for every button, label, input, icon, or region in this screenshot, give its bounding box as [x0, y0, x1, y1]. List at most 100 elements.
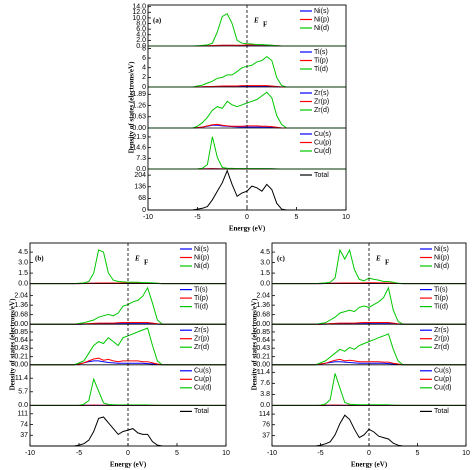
y-tick-label: 0.21 [256, 354, 270, 361]
dos-line [148, 91, 346, 129]
legend-label: Total [314, 172, 329, 179]
y-tick-label: 37 [20, 432, 28, 439]
y-tick-label: 11.4 [257, 369, 270, 376]
fermi-subscript: F [385, 259, 389, 267]
legend-label: Zr(d) [194, 344, 209, 351]
legend-label: Ti(p) [434, 295, 448, 302]
y-axis-label: Density of states (electrons/eV) [128, 61, 136, 153]
dos-line [30, 249, 226, 285]
legend-label: Ti(p) [314, 57, 328, 64]
fermi-label: E [253, 17, 259, 25]
x-tick-label: 10 [462, 450, 470, 457]
dos-line [272, 333, 466, 366]
y-tick-label: 1.36 [14, 302, 28, 309]
dos-line [272, 414, 466, 447]
x-tick-label: 0 [245, 214, 249, 221]
y-tick-label: 0.0 [260, 280, 270, 287]
y-tick-label: 3.0 [18, 259, 28, 266]
x-tick-label: -10 [25, 450, 35, 457]
dos-line [30, 416, 226, 447]
y-axis-label: Density of states (electrons/eV) [251, 298, 259, 390]
y-tick-label: 0.68 [256, 312, 270, 319]
dos-line [272, 358, 466, 366]
legend-label: Ni(p) [434, 254, 449, 261]
y-tick-label: 111 [17, 411, 28, 418]
y-tick-label: 2.04 [256, 292, 270, 299]
y-tick-label: 8 [142, 45, 146, 52]
y-tick-label: 8.0 [136, 20, 146, 27]
legend-label: Cu(p) [314, 139, 332, 146]
legend-label: Ni(d) [194, 263, 209, 270]
legend-label: Ti(s) [314, 49, 328, 56]
legend-label: Cu(d) [194, 385, 212, 392]
y-tick-label: 12.0 [132, 9, 146, 16]
y-tick-label: 0.0 [136, 166, 146, 173]
y-tick-label: 0.68 [14, 312, 28, 319]
dos-line [148, 169, 346, 211]
y-tick-label: 0.00 [256, 321, 270, 328]
fermi-label: E [375, 255, 381, 263]
legend-label: Zr(s) [434, 327, 449, 334]
y-tick-label: 0.0 [18, 280, 28, 287]
y-tick-label: 4.5 [260, 249, 270, 256]
panel-label: (b) [35, 255, 44, 263]
y-tick-label: 0.21 [14, 354, 28, 361]
x-axis-label: Energy (eV) [229, 225, 266, 233]
legend-label: Ni(p) [194, 254, 209, 261]
y-tick-label: 0.64 [14, 337, 28, 344]
y-tick-label: 0.00 [14, 362, 28, 369]
legend-label: Cu(d) [434, 385, 452, 392]
legend-label: Ni(p) [314, 16, 329, 23]
panel-label: (c) [277, 255, 285, 263]
legend-label: Ni(d) [434, 263, 449, 270]
y-tick-label: 2.0 [136, 37, 146, 44]
y-tick-label: 37 [262, 432, 270, 439]
legend-label: Zr(p) [194, 336, 209, 343]
legend-label: Zr(d) [434, 344, 449, 351]
y-tick-label: 0.63 [132, 114, 146, 121]
legend-label: Ti(s) [194, 286, 208, 293]
y-tick-label: 0.85 [14, 329, 28, 336]
y-tick-label: 0.00 [14, 321, 28, 328]
y-tick-label: 74 [20, 421, 28, 428]
y-tick-label: 68 [138, 195, 146, 202]
legend-label: Ti(d) [314, 66, 328, 73]
y-tick-label: 0.43 [256, 345, 270, 352]
x-tick-label: 5 [416, 450, 420, 457]
legend-label: Ni(s) [194, 246, 209, 253]
y-tick-label: 7.3 [136, 155, 146, 162]
dos-line [30, 286, 226, 325]
y-tick-label: 21.9 [132, 134, 146, 141]
legend-label: Zr(p) [434, 336, 449, 343]
legend-label: Cu(d) [314, 148, 332, 155]
y-axis-label: Density of states (electrons/eV) [9, 298, 17, 390]
legend-label: Ni(s) [434, 246, 449, 253]
x-tick-label: 0 [367, 450, 371, 457]
x-tick-label: -5 [317, 450, 323, 457]
y-tick-label: 0 [142, 207, 146, 214]
x-tick-label: -5 [194, 214, 200, 221]
panel-label: (a) [153, 17, 162, 25]
y-tick-label: 10.0 [132, 15, 146, 22]
legend-label: Ni(d) [314, 25, 329, 32]
y-tick-label: 0.64 [256, 337, 270, 344]
y-tick-label: 14.0 [132, 4, 146, 11]
y-tick-label: 1.89 [132, 91, 146, 98]
y-tick-label: 4.0 [136, 32, 146, 39]
y-tick-label: 114 [259, 411, 270, 418]
y-tick-label: 3.0 [260, 259, 270, 266]
y-tick-label: 1.36 [256, 302, 270, 309]
y-tick-label: 0.43 [14, 345, 28, 352]
y-tick-label: 76 [262, 422, 270, 429]
y-tick-label: 136 [134, 184, 146, 191]
fermi-subscript: F [263, 21, 267, 29]
dos-line [272, 248, 466, 285]
legend-label: Zr(s) [314, 90, 329, 97]
legend-label: Ti(d) [434, 303, 448, 310]
x-axis-label: Energy (eV) [110, 461, 147, 469]
dos-line [272, 286, 466, 325]
y-tick-label: 0.0 [136, 43, 146, 50]
legend-label: Cu(s) [434, 368, 451, 375]
legend-label: Cu(p) [434, 376, 452, 383]
